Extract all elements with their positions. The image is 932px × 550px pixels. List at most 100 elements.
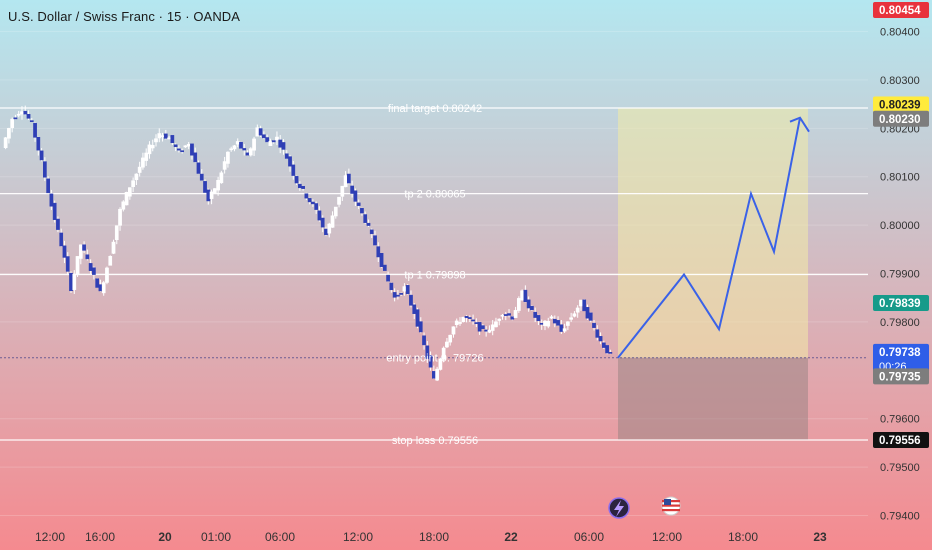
price-label-text: 0.80230 bbox=[879, 114, 921, 126]
time-axis[interactable]: 12:00 16:00 20 01:00 06:00 12:00 18:00 22 06:00 1… bbox=[35, 530, 827, 544]
candle-body bbox=[369, 229, 374, 235]
price-labels: 0.804540.802390.802300.798390.7973800:26… bbox=[873, 2, 929, 448]
candle-body bbox=[46, 178, 50, 194]
candle-body bbox=[605, 345, 609, 354]
price-label: 0.79735 bbox=[873, 368, 929, 385]
candle-body bbox=[386, 274, 390, 282]
candle-body bbox=[196, 162, 201, 174]
candle-body bbox=[59, 232, 64, 247]
price-label: 0.79839 bbox=[873, 295, 929, 312]
y-tick-label: 0.80400 bbox=[880, 27, 920, 39]
candle-body bbox=[56, 218, 60, 230]
candle-body bbox=[569, 317, 573, 320]
candle-body bbox=[29, 120, 34, 123]
candle-body bbox=[170, 135, 175, 144]
candle-body bbox=[131, 180, 135, 188]
level-label: stop loss 0.79556 bbox=[392, 435, 478, 447]
candle-body bbox=[320, 217, 325, 228]
candle-body bbox=[497, 318, 502, 321]
candle-body bbox=[389, 282, 394, 291]
candle-body bbox=[141, 157, 145, 168]
candle-body bbox=[36, 137, 41, 151]
candle-body bbox=[549, 316, 554, 319]
candle-body bbox=[284, 153, 289, 159]
candle-body bbox=[291, 164, 296, 176]
level-label: tp 1 0.79898 bbox=[404, 269, 465, 281]
candle-body bbox=[268, 141, 273, 146]
candle-body bbox=[526, 299, 531, 309]
candle-body bbox=[428, 355, 433, 368]
candle-body bbox=[487, 329, 492, 333]
candle-body bbox=[477, 322, 482, 332]
candle-body bbox=[481, 325, 485, 330]
projection-path bbox=[617, 116, 810, 359]
candle-body bbox=[307, 198, 312, 203]
candle-body bbox=[311, 201, 315, 205]
candle-body bbox=[464, 316, 469, 319]
projection-arrowhead bbox=[789, 116, 810, 133]
candle-body bbox=[173, 144, 178, 148]
x-tick-label: 23 bbox=[813, 530, 827, 544]
price-label: 0.79556 bbox=[873, 432, 929, 448]
candle-body bbox=[601, 342, 606, 348]
candle-body bbox=[229, 148, 234, 151]
candle-body bbox=[324, 228, 328, 236]
candle-body bbox=[216, 180, 220, 191]
candle-body bbox=[219, 172, 224, 184]
candle-body bbox=[26, 114, 31, 119]
price-label-text: 0.79735 bbox=[879, 371, 921, 383]
candle-body bbox=[333, 206, 338, 217]
y-tick-label: 0.79500 bbox=[880, 462, 920, 474]
candle-body bbox=[288, 156, 292, 167]
x-tick-label: 12:00 bbox=[35, 530, 65, 544]
candle-body bbox=[7, 128, 11, 139]
stop-zone bbox=[618, 357, 808, 440]
candle-body bbox=[530, 305, 534, 311]
candle-body bbox=[422, 335, 426, 346]
candle-body bbox=[144, 152, 149, 161]
lightning-icon[interactable] bbox=[608, 497, 630, 519]
candle-body bbox=[402, 286, 407, 292]
candle-body bbox=[454, 320, 459, 326]
us-flag-icon[interactable] bbox=[661, 496, 681, 516]
chart-title: U.S. Dollar / Swiss Franc · 15 · OANDA bbox=[8, 9, 241, 24]
y-tick-label: 0.79400 bbox=[880, 510, 920, 522]
x-tick-label: 18:00 bbox=[419, 530, 449, 544]
candle-body bbox=[608, 352, 613, 354]
y-tick-label: 0.79900 bbox=[880, 269, 920, 281]
candle-body bbox=[20, 111, 24, 115]
candle-body bbox=[598, 336, 603, 342]
candle-body bbox=[78, 244, 83, 259]
level-label: tp 2 0.80065 bbox=[404, 189, 465, 201]
candle-body bbox=[467, 317, 472, 319]
candle-body bbox=[572, 313, 577, 317]
candle-body bbox=[101, 282, 106, 294]
candle-body bbox=[226, 151, 230, 164]
candle-body bbox=[412, 304, 417, 314]
price-label: 0.80230 bbox=[873, 110, 929, 127]
candle-body bbox=[340, 185, 345, 197]
candle-body bbox=[304, 193, 309, 199]
candle-body bbox=[85, 254, 90, 260]
candle-body bbox=[458, 322, 462, 324]
candle-body bbox=[278, 139, 283, 148]
candle-body bbox=[438, 358, 443, 370]
x-tick-label: 20 bbox=[158, 530, 172, 544]
candle-body bbox=[317, 210, 322, 221]
candle-body bbox=[65, 256, 70, 272]
price-label-text: 0.79839 bbox=[879, 298, 921, 310]
projection-line bbox=[617, 117, 801, 359]
y-tick-label: 0.80300 bbox=[880, 75, 920, 87]
candle-body bbox=[118, 208, 122, 226]
candle-body bbox=[62, 245, 67, 258]
candle-body bbox=[451, 326, 456, 335]
candle-body bbox=[343, 175, 348, 188]
candle-body bbox=[425, 345, 430, 359]
x-tick-label: 12:00 bbox=[343, 530, 373, 544]
candle-body bbox=[500, 314, 505, 317]
candle-body bbox=[441, 347, 446, 360]
candle-body bbox=[137, 166, 142, 173]
candle-body bbox=[461, 316, 466, 323]
